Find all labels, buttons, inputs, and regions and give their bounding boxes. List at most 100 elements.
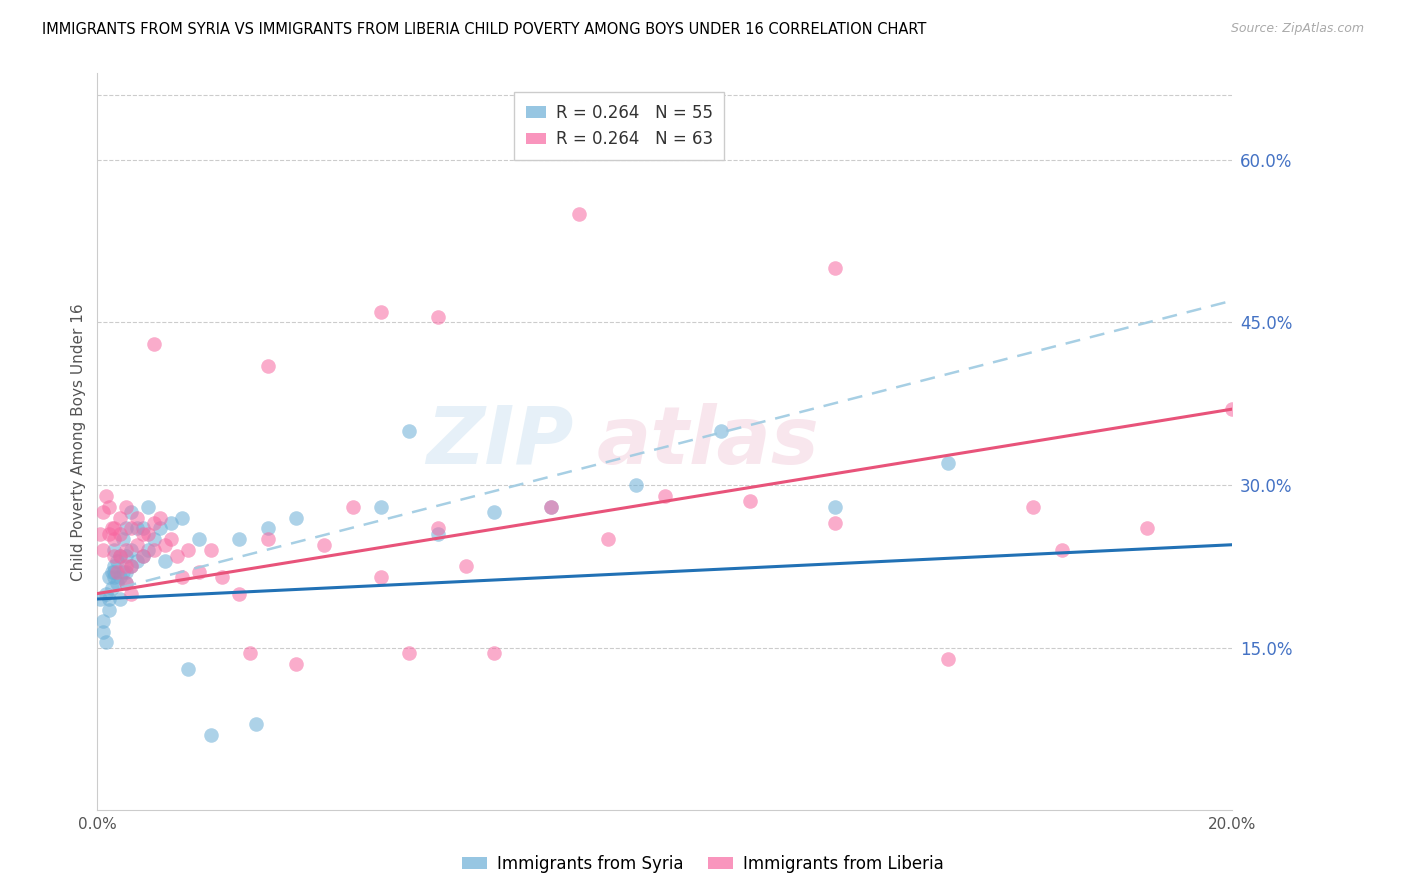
Point: [108, 549, 131, 563]
Point: [103, 549, 125, 563]
Point: [370, 304, 392, 318]
Point: [160, 533, 183, 547]
Point: [188, 533, 211, 547]
Point: [108, 591, 131, 606]
Point: [138, 543, 160, 558]
Point: [398, 424, 420, 438]
Point: [143, 533, 166, 547]
Point: [132, 549, 155, 563]
Point: [824, 261, 846, 276]
Point: [114, 500, 136, 514]
Text: Source: ZipAtlas.com: Source: ZipAtlas.com: [1230, 22, 1364, 36]
Point: [624, 478, 647, 492]
Point: [114, 575, 136, 590]
Point: [94, 586, 117, 600]
Point: [936, 457, 959, 471]
Point: [1022, 500, 1045, 514]
Point: [824, 500, 846, 514]
Y-axis label: Child Poverty Among Boys Under 16: Child Poverty Among Boys Under 16: [72, 303, 86, 581]
Point: [100, 521, 122, 535]
Point: [166, 549, 188, 563]
Point: [710, 424, 733, 438]
Point: [738, 494, 761, 508]
Point: [138, 500, 160, 514]
Point: [149, 521, 172, 535]
Point: [97, 603, 120, 617]
Point: [120, 559, 142, 574]
Point: [132, 527, 155, 541]
Point: [540, 500, 562, 514]
Point: [114, 565, 136, 579]
Point: [177, 543, 200, 558]
Point: [239, 646, 262, 660]
Point: [120, 559, 142, 574]
Point: [125, 554, 148, 568]
Point: [138, 527, 160, 541]
Point: [228, 533, 250, 547]
Point: [111, 533, 134, 547]
Point: [97, 527, 120, 541]
Point: [149, 510, 172, 524]
Point: [94, 489, 117, 503]
Point: [105, 554, 128, 568]
Point: [103, 565, 125, 579]
Point: [103, 570, 125, 584]
Point: [540, 500, 562, 514]
Point: [398, 646, 420, 660]
Point: [284, 657, 307, 671]
Point: [1050, 543, 1073, 558]
Text: atlas: atlas: [596, 402, 820, 481]
Point: [132, 549, 155, 563]
Point: [114, 575, 136, 590]
Point: [120, 505, 142, 519]
Text: IMMIGRANTS FROM SYRIA VS IMMIGRANTS FROM LIBERIA CHILD POVERTY AMONG BOYS UNDER : IMMIGRANTS FROM SYRIA VS IMMIGRANTS FROM…: [42, 22, 927, 37]
Point: [105, 575, 128, 590]
Point: [114, 543, 136, 558]
Point: [342, 500, 364, 514]
Point: [91, 543, 114, 558]
Point: [256, 359, 278, 373]
Point: [155, 554, 177, 568]
Point: [426, 521, 449, 535]
Point: [177, 663, 200, 677]
Point: [125, 521, 148, 535]
Point: [484, 505, 506, 519]
Point: [108, 549, 131, 563]
Point: [1220, 402, 1243, 417]
Point: [114, 549, 136, 563]
Point: [103, 559, 125, 574]
Point: [97, 591, 120, 606]
Point: [200, 543, 222, 558]
Point: [568, 207, 591, 221]
Point: [125, 510, 148, 524]
Point: [256, 521, 278, 535]
Legend: R = 0.264   N = 55, R = 0.264   N = 63: R = 0.264 N = 55, R = 0.264 N = 63: [515, 93, 724, 160]
Point: [824, 516, 846, 530]
Text: ZIP: ZIP: [426, 402, 574, 481]
Point: [155, 538, 177, 552]
Point: [256, 533, 278, 547]
Point: [89, 527, 111, 541]
Point: [654, 489, 676, 503]
Point: [370, 500, 392, 514]
Point: [426, 310, 449, 324]
Point: [143, 543, 166, 558]
Point: [314, 538, 336, 552]
Point: [936, 651, 959, 665]
Point: [103, 543, 125, 558]
Point: [97, 570, 120, 584]
Point: [245, 716, 267, 731]
Point: [120, 543, 142, 558]
Point: [284, 510, 307, 524]
Point: [111, 565, 134, 579]
Point: [172, 510, 194, 524]
Point: [103, 533, 125, 547]
Point: [108, 510, 131, 524]
Point: [125, 538, 148, 552]
Point: [114, 521, 136, 535]
Point: [484, 646, 506, 660]
Point: [596, 533, 619, 547]
Point: [100, 565, 122, 579]
Point: [454, 559, 477, 574]
Point: [108, 527, 131, 541]
